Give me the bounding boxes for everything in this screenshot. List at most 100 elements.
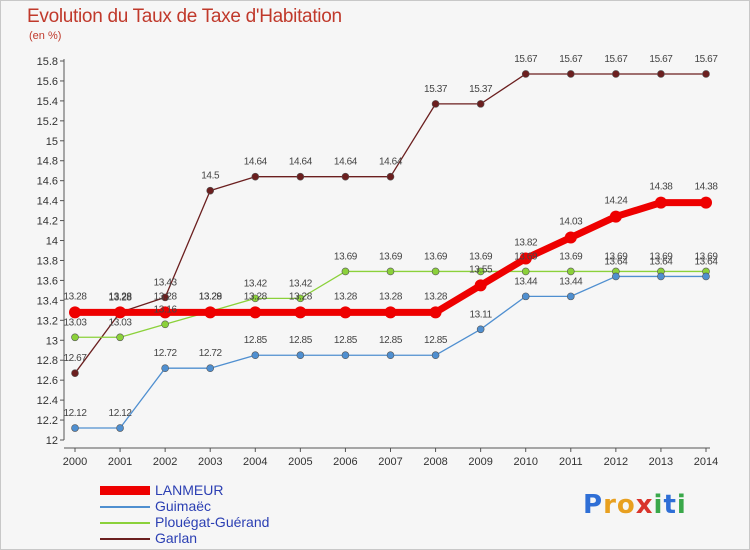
data-point-garlan bbox=[612, 70, 620, 78]
data-label-garlan: 13.43 bbox=[154, 277, 178, 288]
data-label-garlan: 15.67 bbox=[649, 54, 673, 65]
data-label-garlan: 15.37 bbox=[424, 84, 448, 95]
y-tick-label: 15.2 bbox=[37, 116, 58, 128]
proxiti-logo: Proxiti bbox=[583, 490, 687, 520]
y-tick-label: 14.4 bbox=[37, 196, 58, 208]
data-label-guima-c: 12.72 bbox=[154, 348, 178, 359]
data-point-lanmeur bbox=[384, 306, 397, 319]
data-label-lanmeur: 13.28 bbox=[289, 291, 313, 302]
data-point-guima-c bbox=[476, 325, 485, 334]
data-label-lanmeur: 13.28 bbox=[154, 291, 178, 302]
data-point-garlan bbox=[251, 172, 260, 181]
data-point-guima-c bbox=[386, 351, 395, 360]
data-label-plou-gat-gu-rand: 13.69 bbox=[514, 251, 538, 262]
data-label-lanmeur: 13.55 bbox=[469, 264, 493, 275]
data-label-garlan: 15.67 bbox=[514, 54, 538, 65]
data-point-garlan bbox=[161, 293, 169, 302]
data-label-plou-gat-gu-rand: 13.69 bbox=[379, 251, 403, 262]
data-point-guima-c bbox=[341, 351, 350, 360]
chart-title: Evolution du Taux de Taxe d'Habitation bbox=[27, 6, 342, 27]
data-label-garlan: 15.67 bbox=[604, 54, 628, 65]
x-tick-label: 2008 bbox=[423, 456, 447, 468]
data-point-lanmeur bbox=[249, 306, 262, 319]
logo-letter: x bbox=[635, 490, 654, 520]
data-label-guima-c: 13.44 bbox=[514, 276, 538, 287]
x-tick-label: 2006 bbox=[333, 456, 357, 468]
data-point-plou-gat-gu-rand bbox=[161, 320, 169, 329]
data-point-guima-c bbox=[71, 424, 79, 432]
data-label-plou-gat-gu-rand: 13.69 bbox=[694, 251, 718, 262]
data-label-lanmeur: 13.28 bbox=[244, 291, 268, 302]
data-label-lanmeur: 13.28 bbox=[424, 291, 448, 302]
data-point-guima-c bbox=[251, 351, 260, 360]
data-point-plou-gat-gu-rand bbox=[431, 267, 440, 276]
data-point-plou-gat-gu-rand bbox=[341, 267, 350, 276]
legend-swatch bbox=[100, 506, 150, 508]
data-label-lanmeur: 13.28 bbox=[63, 291, 87, 302]
y-tick-label: 12 bbox=[46, 435, 58, 447]
series-garlan bbox=[71, 70, 710, 377]
data-point-guima-c bbox=[296, 351, 305, 360]
logo-letter: r bbox=[603, 490, 617, 520]
data-point-garlan bbox=[657, 70, 665, 78]
data-point-garlan bbox=[71, 369, 79, 377]
y-tick-label: 13.2 bbox=[37, 315, 58, 327]
data-point-plou-gat-gu-rand bbox=[296, 294, 305, 303]
data-point-lanmeur bbox=[114, 306, 127, 319]
data-point-guima-c bbox=[657, 272, 665, 281]
legend-swatch bbox=[100, 538, 150, 540]
data-point-lanmeur bbox=[609, 210, 622, 223]
series-lanmeur bbox=[69, 196, 712, 319]
y-tick-label: 14.8 bbox=[37, 156, 58, 168]
x-tick-label: 2001 bbox=[108, 456, 132, 468]
data-label-plou-gat-gu-rand: 13.42 bbox=[244, 278, 268, 289]
y-tick-label: 14.2 bbox=[37, 216, 58, 228]
y-tick-label: 14.6 bbox=[37, 176, 58, 188]
x-tick-label: 2002 bbox=[153, 456, 177, 468]
data-label-garlan: 14.64 bbox=[289, 157, 313, 168]
x-tick-label: 2005 bbox=[288, 456, 312, 468]
y-tick-label: 15.8 bbox=[37, 56, 58, 68]
logo-letter: t bbox=[663, 490, 677, 520]
data-label-guima-c: 12.85 bbox=[379, 335, 403, 346]
data-point-lanmeur bbox=[564, 231, 577, 244]
data-label-guima-c: 13.44 bbox=[559, 276, 583, 287]
x-tick-label: 2014 bbox=[694, 456, 718, 468]
data-point-lanmeur bbox=[294, 306, 307, 319]
data-point-garlan bbox=[521, 70, 530, 78]
data-point-plou-gat-gu-rand bbox=[566, 267, 575, 276]
data-point-guima-c bbox=[521, 292, 530, 301]
data-point-garlan bbox=[341, 172, 350, 181]
data-label-garlan: 15.67 bbox=[559, 54, 583, 65]
data-point-guima-c bbox=[566, 292, 575, 301]
data-label-lanmeur: 13.28 bbox=[199, 291, 223, 302]
data-label-guima-c: 12.85 bbox=[424, 335, 448, 346]
logo-letter: P bbox=[583, 490, 604, 520]
y-tick-label: 15 bbox=[46, 136, 58, 148]
data-label-plou-gat-gu-rand: 13.69 bbox=[649, 251, 673, 262]
x-tick-label: 2010 bbox=[513, 456, 537, 468]
data-label-lanmeur: 13.28 bbox=[379, 291, 403, 302]
series-line-garlan bbox=[74, 73, 706, 374]
data-point-plou-gat-gu-rand bbox=[71, 333, 79, 342]
data-point-garlan bbox=[206, 186, 215, 195]
x-tick-label: 2007 bbox=[378, 456, 402, 468]
data-label-garlan: 15.67 bbox=[694, 54, 718, 65]
data-label-guima-c: 12.85 bbox=[334, 335, 358, 346]
series-layer bbox=[69, 70, 712, 432]
data-label-plou-gat-gu-rand: 13.29 bbox=[199, 291, 223, 302]
data-point-lanmeur bbox=[204, 306, 217, 319]
series-guima-c bbox=[71, 272, 710, 432]
data-point-guima-c bbox=[206, 364, 215, 372]
data-label-guima-c: 12.85 bbox=[289, 335, 313, 346]
axes: 12 12.2 12.4 12.6 12.8 13 13.2 13.4 13.6 13.8 14 14… bbox=[37, 56, 719, 468]
legend-label: LANMEUR bbox=[155, 482, 224, 498]
data-label-guima-c: 12.12 bbox=[109, 408, 133, 419]
y-tick-label: 12.8 bbox=[37, 355, 58, 367]
logo-letter: i bbox=[653, 490, 664, 520]
data-labels-layer: 12.67 13.28 13.43 14.5 14.64 14.64 14.64 14.64 1… bbox=[63, 54, 718, 419]
data-label-plou-gat-gu-rand: 13.03 bbox=[109, 317, 133, 328]
legend-swatch bbox=[100, 486, 150, 495]
data-label-lanmeur: 14.24 bbox=[604, 196, 628, 207]
data-label-plou-gat-gu-rand: 13.16 bbox=[154, 304, 178, 315]
